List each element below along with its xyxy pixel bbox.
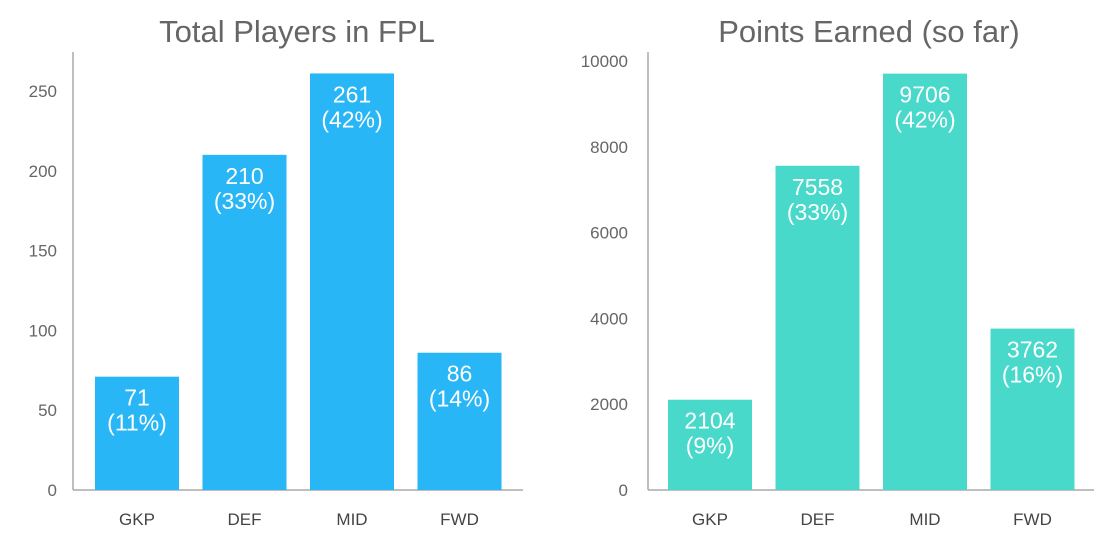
y-tick-label: 6000 (590, 224, 628, 243)
chart-title: Total Players in FPL (159, 14, 435, 49)
bar-value-label: 9706 (899, 82, 950, 108)
bar-percent-label: (14%) (429, 386, 490, 412)
bar-gkp (668, 399, 752, 490)
bar-mid (310, 73, 394, 490)
bar-value-label: 3762 (1007, 337, 1058, 363)
y-tick-label: 2000 (590, 395, 628, 414)
bar-percent-label: (42%) (894, 107, 955, 133)
bar-percent-label: (33%) (787, 199, 848, 225)
chart-players: Total Players in FPL 0 50 100 150 200 250 71(11… (29, 14, 523, 529)
bar-percent-label: (16%) (1002, 362, 1063, 388)
x-tick-label: DEF (228, 510, 262, 529)
y-tick-label: 50 (38, 401, 57, 420)
y-tick-label: 10000 (581, 52, 628, 71)
x-tick-label: FWD (1013, 510, 1052, 529)
bar-percent-label: (33%) (214, 188, 275, 214)
bar-value-label: 210 (225, 163, 263, 189)
bar-percent-label: (11%) (107, 410, 167, 436)
y-tick-label: 4000 (590, 309, 628, 328)
chart-title: Points Earned (so far) (718, 14, 1020, 49)
y-tick-label: 100 (29, 321, 57, 340)
bar-value-label: 86 (447, 361, 473, 387)
bar-percent-label: (9%) (686, 433, 735, 459)
bar-gkp (95, 376, 179, 490)
x-tick-label: DEF (801, 510, 835, 529)
y-tick-label: 8000 (590, 138, 628, 157)
bar-mid (883, 73, 967, 490)
bar-fwd (990, 328, 1075, 490)
y-tick-label: 200 (29, 162, 57, 181)
bar-value-label: 2104 (684, 408, 735, 434)
bar-def (202, 154, 287, 490)
x-tick-label: GKP (692, 510, 728, 529)
chart-points: Points Earned (so far) 0 2000 4000 6000 8000 1… (581, 14, 1094, 529)
x-tick-label: FWD (440, 510, 479, 529)
y-tick-label: 250 (29, 82, 57, 101)
x-tick-label: GKP (119, 510, 155, 529)
bar-value-label: 7558 (792, 174, 843, 200)
bar-value-label: 261 (333, 81, 371, 107)
x-tick-label: MID (336, 510, 367, 529)
bar-fwd (417, 352, 502, 490)
bar-value-label: 71 (124, 385, 150, 411)
bar-percent-label: (42%) (321, 106, 382, 132)
bar-def (775, 165, 860, 491)
y-tick-label: 150 (29, 242, 57, 261)
y-tick-label: 0 (619, 481, 628, 500)
y-tick-label: 0 (48, 481, 57, 500)
x-tick-label: MID (909, 510, 940, 529)
